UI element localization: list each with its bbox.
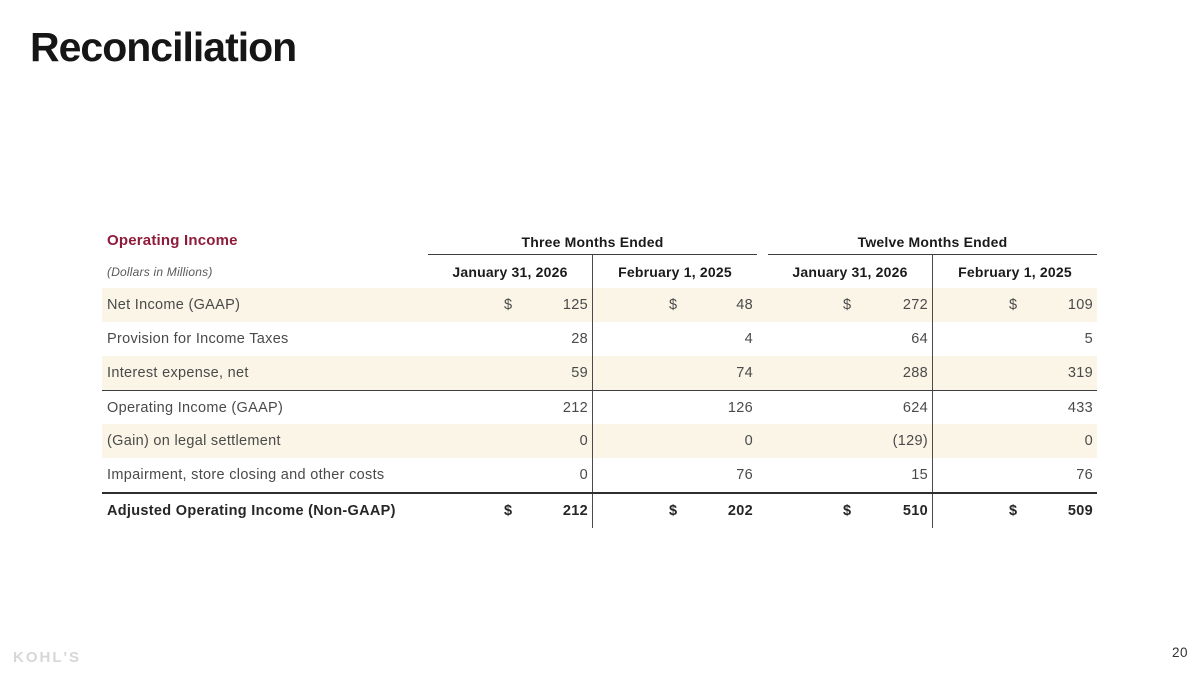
row-label: (Gain) on legal settlement (107, 433, 281, 449)
value: 126 (727, 399, 753, 416)
col-header-12m-feb-2025: February 1, 2025 (958, 263, 1072, 280)
row-label: Net Income (GAAP) (107, 297, 241, 313)
value-cell: 0 (593, 424, 757, 458)
value-cell: 76 (933, 458, 1097, 492)
value: 28 (571, 331, 588, 347)
table-row: Interest expense, net 59 74 288 319 (102, 356, 1097, 390)
dollar-sign: $ (504, 503, 513, 519)
dollar-sign: $ (843, 503, 852, 519)
value-cell: 59 (428, 356, 593, 390)
table-row: Provision for Income Taxes 28 4 64 5 (102, 322, 1097, 356)
value-cell: $ 202 (593, 494, 757, 528)
value-cell: $ 48 (593, 288, 757, 322)
value: (129) (892, 433, 928, 449)
value: 74 (736, 365, 753, 381)
value: 202 (727, 503, 753, 519)
value-cell: 319 (933, 356, 1097, 390)
value: 212 (562, 503, 588, 519)
value: 288 (902, 365, 928, 381)
value: 0 (579, 433, 588, 449)
value-cell: 0 (933, 424, 1097, 458)
value: 4 (744, 331, 753, 347)
table-header-dates: (Dollars in Millions) January 31, 2026 F… (102, 255, 1097, 288)
row-label: Operating Income (GAAP) (107, 399, 284, 416)
table-row: Impairment, store closing and other cost… (102, 458, 1097, 492)
dollar-sign: $ (1009, 297, 1018, 313)
value: 509 (1067, 503, 1093, 519)
value: 0 (744, 433, 753, 449)
value: 109 (1067, 297, 1093, 313)
value: 624 (902, 399, 928, 416)
value: 5 (1084, 331, 1093, 347)
table-row-total: Adjusted Operating Income (Non-GAAP) $ 2… (102, 492, 1097, 528)
table-row: Operating Income (GAAP) 212 126 624 433 (102, 390, 1097, 424)
value-cell: 5 (933, 322, 1097, 356)
units-note: (Dollars in Millions) (107, 264, 213, 279)
col-header-12m-jan-2026: January 31, 2026 (757, 255, 933, 288)
value: 125 (562, 297, 588, 313)
value-cell: $ 509 (933, 494, 1097, 528)
value-cell: $ 272 (757, 288, 933, 322)
kohls-logo: KOHL'S (13, 649, 82, 666)
value-cell: 126 (593, 391, 757, 424)
value: 272 (902, 297, 928, 313)
row-label: Impairment, store closing and other cost… (107, 467, 385, 483)
dollar-sign: $ (504, 297, 513, 313)
value-cell: 4 (593, 322, 757, 356)
value-cell: 76 (593, 458, 757, 492)
value: 319 (1067, 365, 1093, 381)
dollar-sign: $ (669, 297, 678, 313)
value: 510 (902, 503, 928, 519)
page-title: Reconciliation (30, 24, 297, 70)
dollar-sign: $ (669, 503, 678, 519)
value: 48 (736, 297, 753, 313)
value-cell: 433 (933, 391, 1097, 424)
table-row: Net Income (GAAP) $ 125 $ 48 $ 272 $ 109 (102, 288, 1097, 322)
value: 0 (1084, 433, 1093, 449)
value: 0 (579, 467, 588, 483)
value: 15 (911, 467, 928, 483)
row-label: Provision for Income Taxes (107, 331, 289, 347)
value-cell: $ 125 (428, 288, 593, 322)
value-cell: 15 (757, 458, 933, 492)
col-header-3m-jan-2026: January 31, 2026 (428, 255, 593, 288)
value-cell: 74 (593, 356, 757, 390)
page-number: 20 (1171, 645, 1188, 660)
value-cell: 0 (428, 424, 593, 458)
value-cell: $ 212 (428, 494, 593, 528)
col-header-3m-feb-2025: February 1, 2025 (618, 263, 732, 280)
value: 433 (1067, 399, 1093, 416)
value: 212 (562, 399, 588, 416)
group-header-twelve-months: Twelve Months Ended (768, 234, 1097, 255)
value-cell: (129) (757, 424, 933, 458)
section-title: Operating Income (107, 232, 238, 249)
value-cell: 624 (757, 391, 933, 424)
reconciliation-table: Operating Income Three Months Ended Twel… (102, 228, 1097, 528)
dollar-sign: $ (843, 297, 852, 313)
row-label: Adjusted Operating Income (Non-GAAP) (107, 503, 396, 519)
value-cell: 64 (757, 322, 933, 356)
value-cell: 28 (428, 322, 593, 356)
value-cell: $ 510 (757, 494, 933, 528)
group-header-three-months: Three Months Ended (428, 234, 757, 255)
value: 76 (736, 467, 753, 483)
value-cell: $ 109 (933, 288, 1097, 322)
table-row: (Gain) on legal settlement 0 0 (129) 0 (102, 424, 1097, 458)
value: 59 (571, 365, 588, 381)
dollar-sign: $ (1009, 503, 1018, 519)
value-cell: 212 (428, 391, 593, 424)
table-header-groups: Operating Income Three Months Ended Twel… (102, 228, 1097, 255)
value: 64 (911, 331, 928, 347)
value: 76 (1076, 467, 1093, 483)
value-cell: 288 (757, 356, 933, 390)
value-cell: 0 (428, 458, 593, 492)
row-label: Interest expense, net (107, 365, 249, 381)
